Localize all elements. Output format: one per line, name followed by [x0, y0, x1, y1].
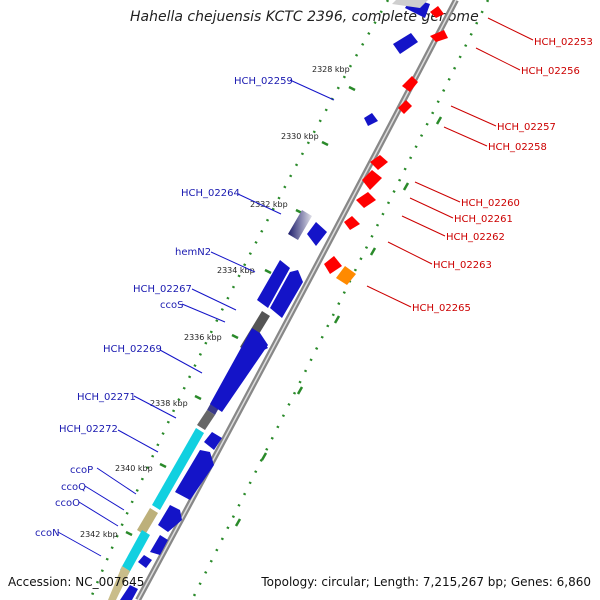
- tick-label-2340: 2340 kbp: [115, 464, 153, 473]
- top-grey-gene: [392, 0, 428, 8]
- outer-track-dashes: [234, 116, 443, 527]
- kbp-tick-marks: [125, 85, 356, 537]
- genome-stats-text: Topology: circular; Length: 7,215,267 bp…: [261, 575, 591, 589]
- gene-label-hch02265[interactable]: HCH_02265: [412, 303, 471, 314]
- gene-label-hch02259[interactable]: HCH_02259: [234, 76, 293, 87]
- gene-label-hch02272[interactable]: HCH_02272: [59, 424, 118, 435]
- gene-label-hch02263[interactable]: HCH_02263: [433, 260, 492, 271]
- gene-label-hch02260[interactable]: HCH_02260: [461, 198, 520, 209]
- forward-leader-lines: [57, 79, 335, 557]
- gene-label-ccop[interactable]: ccoP: [70, 465, 93, 476]
- gene-label-hch02257[interactable]: HCH_02257: [497, 122, 556, 133]
- gene-label-hch02256[interactable]: HCH_02256: [521, 66, 580, 77]
- gene-label-hch02258[interactable]: HCH_02258: [488, 142, 547, 153]
- pseudo-gene: [336, 266, 356, 285]
- gene-label-ccoq[interactable]: ccoQ: [61, 482, 86, 493]
- tick-label-2342: 2342 kbp: [80, 530, 118, 539]
- gene-label-hch02264[interactable]: HCH_02264: [181, 188, 240, 199]
- forward-labels: HCH_02259 HCH_02264 hemN2 HCH_02267 ccoS…: [35, 76, 293, 539]
- gene-label-ccoo[interactable]: ccoO: [55, 498, 80, 509]
- accession-text: Accession: NC_007645: [8, 575, 145, 589]
- kbp-labels: 2328 kbp 2330 kbp 2332 kbp 2334 kbp 2336…: [80, 65, 350, 539]
- tick-label-2330: 2330 kbp: [281, 132, 319, 141]
- gene-label-hch02269[interactable]: HCH_02269: [103, 344, 162, 355]
- tick-label-2328: 2328 kbp: [312, 65, 350, 74]
- tick-label-2336: 2336 kbp: [184, 333, 222, 342]
- gene-label-ccos[interactable]: ccoS: [160, 300, 183, 311]
- reverse-genes: [324, 6, 448, 274]
- tick-label-2332: 2332 kbp: [250, 200, 288, 209]
- reverse-labels: HCH_02253 HCH_02256 HCH_02257 HCH_02258 …: [412, 37, 593, 314]
- gene-label-ccon[interactable]: ccoN: [35, 528, 60, 539]
- gene-label-hch02253[interactable]: HCH_02253: [534, 37, 593, 48]
- outer-dotted-track: [190, 0, 490, 600]
- reverse-leader-lines: [366, 17, 534, 308]
- inner-dotted-track: [88, 0, 390, 600]
- gene-label-hemn2[interactable]: hemN2: [175, 247, 211, 258]
- forward-genes: [120, 0, 430, 600]
- map-title: Hahella chejuensis KCTC 2396, complete g…: [130, 9, 479, 25]
- tick-label-2338: 2338 kbp: [150, 399, 188, 408]
- gene-label-hch02262[interactable]: HCH_02262: [446, 232, 505, 243]
- tick-label-2334: 2334 kbp: [217, 266, 255, 275]
- gene-label-hch02267[interactable]: HCH_02267: [133, 284, 192, 295]
- gene-label-hch02261[interactable]: HCH_02261: [454, 214, 513, 225]
- gene-label-hch02271[interactable]: HCH_02271: [77, 392, 136, 403]
